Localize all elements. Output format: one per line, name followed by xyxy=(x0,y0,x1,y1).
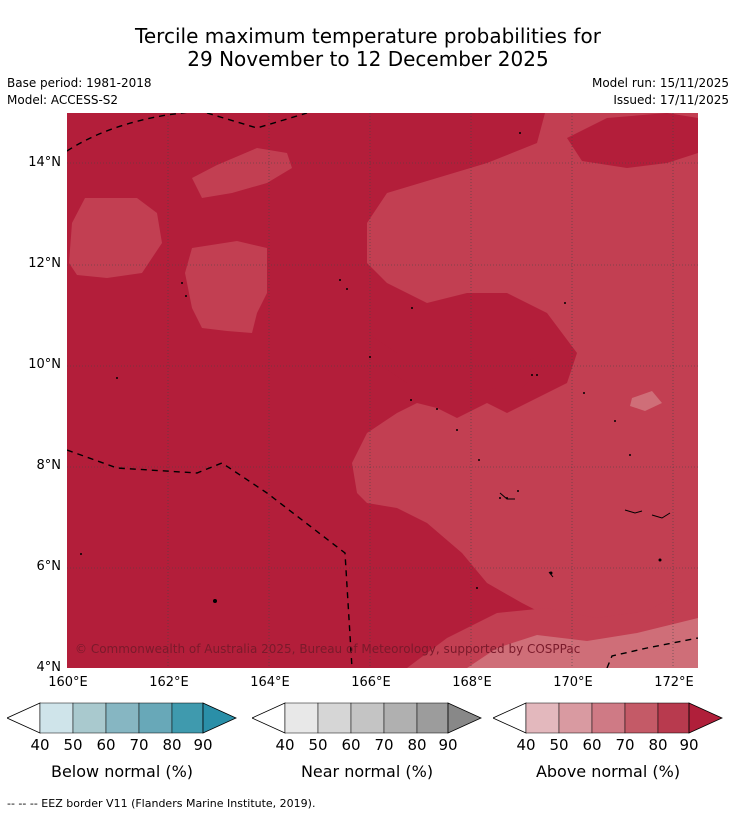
lat-label-6: 6°N xyxy=(36,559,62,574)
lat-label-14: 14°N xyxy=(28,155,61,170)
region-above-80-ne xyxy=(567,113,698,168)
near-tick-40: 40 xyxy=(275,736,295,754)
above-tick-60: 60 xyxy=(582,736,602,754)
lat-label-10: 10°N xyxy=(28,357,61,372)
base-period: Base period: 1981-2018 xyxy=(7,76,152,90)
region-above-70-east xyxy=(352,113,698,628)
lon-label-170: 170°E xyxy=(553,675,593,690)
below-tick-70: 70 xyxy=(129,736,149,754)
region-above-60-east xyxy=(630,391,662,411)
below-tick-50: 50 xyxy=(63,736,83,754)
near-tick-50: 50 xyxy=(308,736,328,754)
above-tick-90: 90 xyxy=(679,736,699,754)
lon-label-166: 166°E xyxy=(351,675,391,690)
islands xyxy=(80,132,662,603)
below-tick-40: 40 xyxy=(30,736,50,754)
near-tick-80: 80 xyxy=(407,736,427,754)
title-line-1: Tercile maximum temperature probabilitie… xyxy=(135,24,601,48)
near-tick-60: 60 xyxy=(341,736,361,754)
near-normal-title: Near normal (%) xyxy=(300,762,434,781)
region-above-70-west-center xyxy=(185,241,267,333)
lat-label-4: 4°N xyxy=(36,660,62,675)
below-tick-80: 80 xyxy=(162,736,182,754)
region-above-80-mid xyxy=(427,313,547,363)
eez-borders xyxy=(67,113,698,668)
lon-label-160: 160°E xyxy=(48,675,88,690)
region-above-70-nw xyxy=(69,198,162,278)
region-above-80-sw-of-east xyxy=(367,333,537,393)
lon-label-164: 164°E xyxy=(250,675,290,690)
below-tick-90: 90 xyxy=(193,736,213,754)
above-tick-70: 70 xyxy=(615,736,635,754)
region-above-60-south xyxy=(467,618,698,668)
below-normal-title: Below normal (%) xyxy=(50,762,194,781)
probability-map: © Commonwealth of Australia 2025, Bureau… xyxy=(67,113,698,668)
region-above-70-north xyxy=(192,148,292,198)
lat-label-12: 12°N xyxy=(28,256,61,271)
copyright-text: © Commonwealth of Australia 2025, Bureau… xyxy=(75,642,580,656)
title-line-2: 29 November to 12 December 2025 xyxy=(187,47,549,71)
above-normal-title: Above normal (%) xyxy=(535,762,681,781)
colorbar-near-normal xyxy=(252,702,482,734)
atoll-outlines xyxy=(499,492,671,578)
issued-date: Issued: 17/11/2025 xyxy=(613,93,729,107)
below-tick-60: 60 xyxy=(96,736,116,754)
near-tick-90: 90 xyxy=(438,736,458,754)
lon-label-172: 172°E xyxy=(654,675,694,690)
model-name: Model: ACCESS-S2 xyxy=(7,93,119,107)
lat-label-8: 8°N xyxy=(36,458,62,473)
near-tick-70: 70 xyxy=(374,736,394,754)
above-tick-50: 50 xyxy=(549,736,569,754)
eez-footnote: -- -- -- EEZ border V11 (Flanders Marine… xyxy=(7,797,316,810)
model-run: Model run: 15/11/2025 xyxy=(591,76,729,90)
graticule xyxy=(67,113,698,668)
lon-label-168: 168°E xyxy=(452,675,492,690)
above-tick-40: 40 xyxy=(516,736,536,754)
above-tick-80: 80 xyxy=(648,736,668,754)
colorbar-above-normal xyxy=(493,702,723,734)
lon-label-162: 162°E xyxy=(149,675,189,690)
colorbar-below-normal xyxy=(7,702,237,734)
